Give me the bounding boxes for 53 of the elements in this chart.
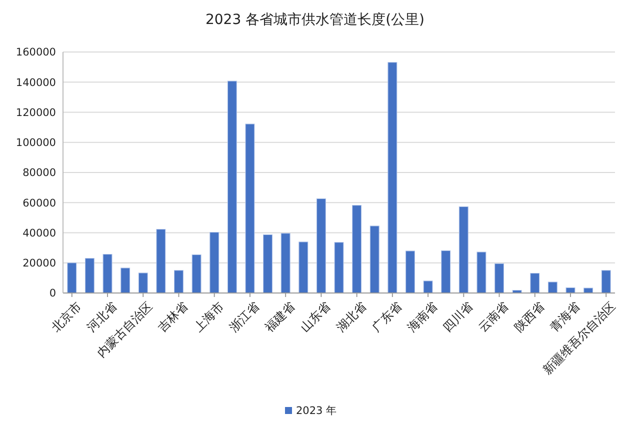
bar bbox=[102, 254, 112, 294]
bar bbox=[298, 242, 308, 294]
x-tick-label: 湖北省 bbox=[334, 299, 369, 335]
bar bbox=[316, 198, 326, 294]
y-tick-label: 100000 bbox=[16, 137, 56, 150]
bar bbox=[174, 270, 184, 294]
bar bbox=[494, 263, 504, 294]
y-tick-label: 120000 bbox=[16, 106, 56, 119]
y-tick-label: 0 bbox=[49, 288, 56, 300]
bar bbox=[84, 258, 94, 294]
x-tick-label: 福建省 bbox=[262, 299, 298, 335]
bar bbox=[138, 272, 148, 294]
bar bbox=[530, 272, 540, 294]
x-tick-label: 浙江省 bbox=[226, 299, 262, 335]
bar bbox=[156, 228, 166, 294]
x-tick-label: 山东省 bbox=[298, 299, 334, 335]
bar bbox=[210, 232, 220, 294]
bar bbox=[352, 205, 362, 294]
bar bbox=[245, 124, 255, 294]
bar bbox=[405, 250, 415, 294]
x-tick-label: 海南省 bbox=[404, 299, 440, 335]
bar bbox=[584, 288, 594, 294]
y-tick-label: 140000 bbox=[16, 76, 56, 89]
bar bbox=[441, 250, 451, 294]
bar bbox=[334, 242, 344, 294]
bar bbox=[601, 270, 611, 294]
x-tick-label: 上海市 bbox=[191, 299, 226, 335]
bar bbox=[388, 62, 398, 294]
bar bbox=[423, 280, 433, 294]
x-tick-label: 陕西省 bbox=[512, 299, 547, 335]
bar bbox=[566, 287, 576, 294]
bar bbox=[67, 262, 77, 294]
bar bbox=[227, 80, 237, 294]
bar bbox=[370, 226, 380, 294]
x-tick-label: 吉林省 bbox=[155, 299, 191, 335]
y-tick-label: 60000 bbox=[22, 197, 56, 210]
x-tick-label: 广东省 bbox=[369, 299, 404, 335]
chart-title: 2023 各省城市供水管道长度(公里) bbox=[205, 12, 425, 28]
y-tick-label: 80000 bbox=[22, 167, 56, 180]
x-tick-label: 北京市 bbox=[48, 299, 84, 335]
x-tick-label: 云南省 bbox=[476, 299, 512, 335]
bar bbox=[548, 282, 558, 294]
x-tick-label: 四川省 bbox=[440, 299, 476, 335]
y-tick-label: 20000 bbox=[22, 258, 56, 270]
bar bbox=[476, 252, 486, 294]
bar bbox=[280, 233, 290, 294]
bar bbox=[192, 254, 202, 294]
y-tick-label: 160000 bbox=[16, 46, 56, 59]
bar bbox=[120, 268, 130, 294]
y-tick-label: 40000 bbox=[22, 227, 56, 240]
bar bbox=[263, 234, 273, 294]
legend-label: 2023 年 bbox=[296, 405, 338, 417]
bar bbox=[458, 206, 468, 294]
